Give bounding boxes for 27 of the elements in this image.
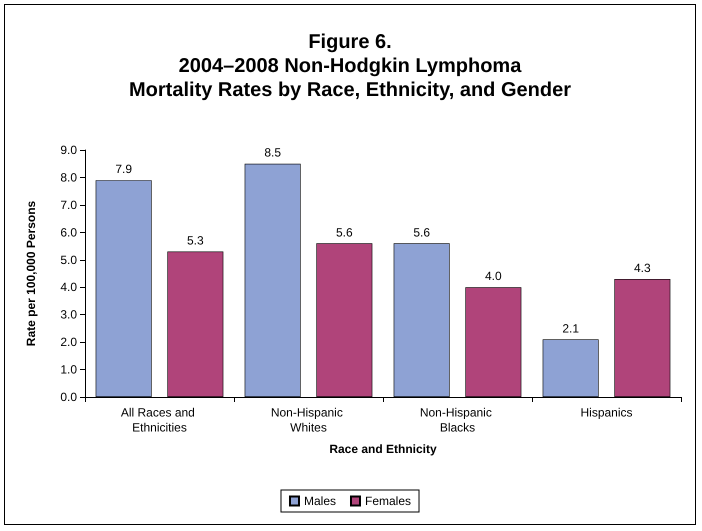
legend-label: Females xyxy=(365,494,412,508)
y-axis-title: Rate per 100,000 Persons xyxy=(24,200,38,346)
data-label: 7.9 xyxy=(115,162,132,176)
x-tick-label: All Races and Ethnicities xyxy=(120,406,198,434)
data-label: 8.5 xyxy=(264,146,282,160)
y-tick-label: 4.0 xyxy=(60,280,78,294)
y-tick-label: 3.0 xyxy=(60,308,78,322)
data-label: 5.6 xyxy=(336,225,354,240)
x-tick-label: Hispanics xyxy=(580,406,633,420)
y-tick-label: 5.0 xyxy=(60,252,78,267)
data-label: 5.6 xyxy=(413,225,430,240)
y-tick-label: 7.0 xyxy=(60,198,78,212)
data-label: 4.3 xyxy=(634,260,652,275)
y-tick-label: 6.0 xyxy=(60,225,78,240)
chart-title: Figure 6. 2004–2008 Non-Hodgkin Lymphoma Mortality Rates by Race, Ethnicity, and Gender xyxy=(129,31,572,101)
y-tick-label: 9.0 xyxy=(60,143,78,157)
y-tick-label: 0.0 xyxy=(60,390,78,404)
y-tick-label: 2.0 xyxy=(60,335,78,350)
data-label: 5.3 xyxy=(186,234,204,248)
x-tick-label: Non-Hispanic Whites xyxy=(270,406,346,434)
data-label: 4.0 xyxy=(484,269,502,284)
y-tick-label: 1.0 xyxy=(60,362,78,377)
data-label: 2.1 xyxy=(562,321,580,336)
y-tick-label: 8.0 xyxy=(60,170,78,184)
x-tick-label: Non-Hispanic Blacks xyxy=(420,406,496,434)
legend-label: Males xyxy=(304,494,336,508)
x-axis-title: Race and Ethnicity xyxy=(329,442,437,456)
